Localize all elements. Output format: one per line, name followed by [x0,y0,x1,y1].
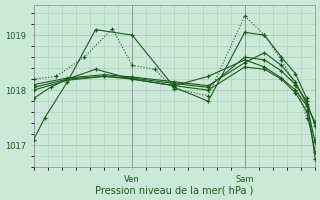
X-axis label: Pression niveau de la mer( hPa ): Pression niveau de la mer( hPa ) [95,185,253,195]
